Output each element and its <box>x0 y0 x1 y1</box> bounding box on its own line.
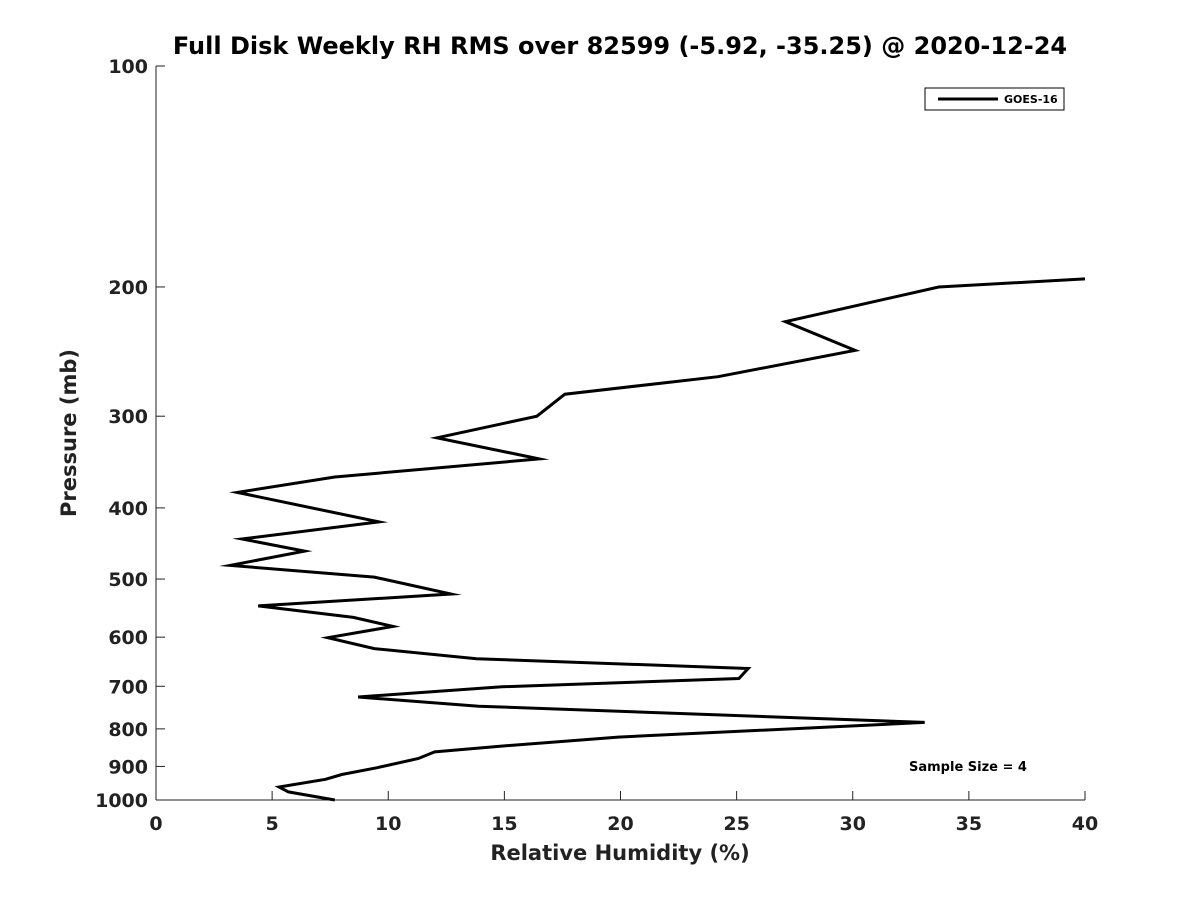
y-tick-label: 900 <box>108 756 148 778</box>
chart-title: Full Disk Weekly RH RMS over 82599 (-5.9… <box>173 32 1067 60</box>
x-tick-label: 0 <box>149 813 162 835</box>
y-tick-label: 300 <box>108 406 148 428</box>
x-tick-label: 5 <box>266 813 279 835</box>
y-tick-label: 100 <box>108 56 148 78</box>
series-layer <box>219 277 1086 802</box>
x-tick-label: 35 <box>956 813 982 835</box>
y-axis-label: Pressure (mb) <box>57 349 81 517</box>
x-tick-label: 40 <box>1072 813 1098 835</box>
x-tick-label: 20 <box>607 813 633 835</box>
x-tick-label: 30 <box>840 813 866 835</box>
x-axis-ticks: 0 5 10 15 20 25 30 35 40 <box>149 791 1098 835</box>
legend-entry-goes-16: GOES-16 <box>1004 93 1058 106</box>
plot-axes <box>155 66 1085 801</box>
y-axis-ticks: 100 200 300 400 500 600 700 800 900 1000 <box>95 56 165 812</box>
y-tick-label: 700 <box>108 676 148 698</box>
y-tick-label: 400 <box>108 498 148 520</box>
x-tick-label: 25 <box>723 813 749 835</box>
sample-size-note: Sample Size = 4 <box>909 760 1027 775</box>
x-axis-label: Relative Humidity (%) <box>490 841 749 865</box>
y-tick-label: 1000 <box>95 790 148 812</box>
x-tick-label: 15 <box>491 813 517 835</box>
y-tick-label: 200 <box>108 277 148 299</box>
legend: GOES-16 <box>924 87 1065 111</box>
y-tick-label: 800 <box>108 719 148 741</box>
y-tick-label: 500 <box>108 569 148 591</box>
x-tick-label: 10 <box>375 813 401 835</box>
series-line-goes-16 <box>219 277 1086 802</box>
y-tick-label: 600 <box>108 627 148 649</box>
